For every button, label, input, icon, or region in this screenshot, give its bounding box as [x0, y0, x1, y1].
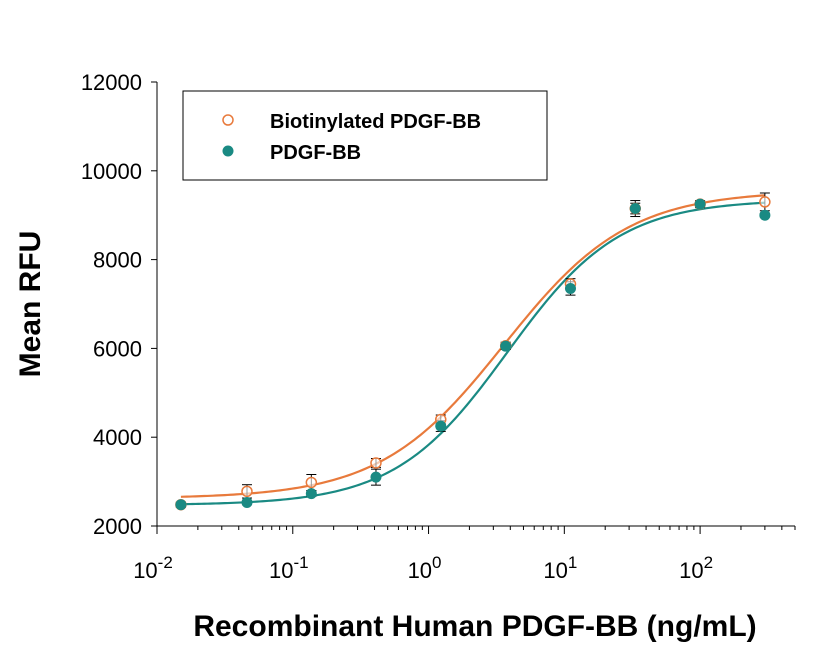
data-point-pdgf-bb — [564, 282, 576, 294]
x-tick-label: 100 — [408, 553, 442, 583]
y-tick-label: 6000 — [93, 336, 142, 361]
data-point-pdgf-bb — [305, 488, 317, 500]
y-tick-label: 8000 — [93, 248, 142, 273]
legend-marker-biotinylated — [222, 114, 234, 126]
x-tick-label: 101 — [543, 553, 577, 583]
data-point-pdgf-bb — [370, 471, 382, 483]
data-point-biotinylated — [370, 457, 382, 469]
data-point-pdgf-bb — [500, 340, 512, 352]
x-tick-label: 10-1 — [269, 553, 309, 583]
data-point-biotinylated — [305, 476, 318, 489]
y-tick-label: 2000 — [93, 514, 142, 539]
legend-box — [182, 90, 548, 181]
x-tick-label: 10-2 — [133, 553, 173, 583]
tick-labels: 2000 4000 6000 8000 10000 12000 10-2 10-1 100 101… — [81, 70, 713, 583]
data-point-biotinylated — [241, 485, 253, 498]
data-point-pdgf-bb — [175, 499, 187, 511]
data-point-pdgf-bb — [241, 496, 253, 508]
legend-marker-pdgf-bb — [222, 145, 234, 157]
x-axis-title: Recombinant Human PDGF-BB (ng/mL) — [193, 610, 756, 643]
data-point-pdgf-bb — [629, 203, 641, 215]
legend: Biotinylated PDGF-BB PDGF-BB — [182, 90, 548, 181]
fit-curve-pdgf-bb — [180, 201, 765, 506]
plot-area — [175, 192, 771, 511]
axes — [151, 81, 796, 534]
y-axis-title: Mean RFU — [14, 231, 47, 378]
y-tick-label: 4000 — [93, 425, 142, 450]
fit-curve-biotinylated — [180, 194, 765, 498]
y-tick-label: 12000 — [81, 70, 142, 95]
x-tick-label: 102 — [679, 553, 713, 583]
legend-label-biotinylated: Biotinylated PDGF-BB — [270, 111, 481, 133]
data-point-pdgf-bb — [759, 209, 771, 221]
data-point-pdgf-bb — [435, 420, 447, 432]
data-point-pdgf-bb — [694, 198, 706, 210]
y-tick-label: 10000 — [81, 159, 142, 184]
data-point-biotinylated — [759, 196, 771, 208]
legend-label-pdgf-bb: PDGF-BB — [270, 142, 361, 164]
